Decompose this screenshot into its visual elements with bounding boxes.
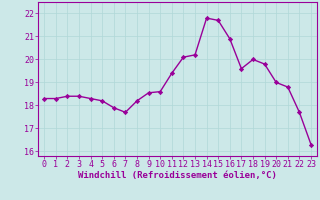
X-axis label: Windchill (Refroidissement éolien,°C): Windchill (Refroidissement éolien,°C)	[78, 171, 277, 180]
